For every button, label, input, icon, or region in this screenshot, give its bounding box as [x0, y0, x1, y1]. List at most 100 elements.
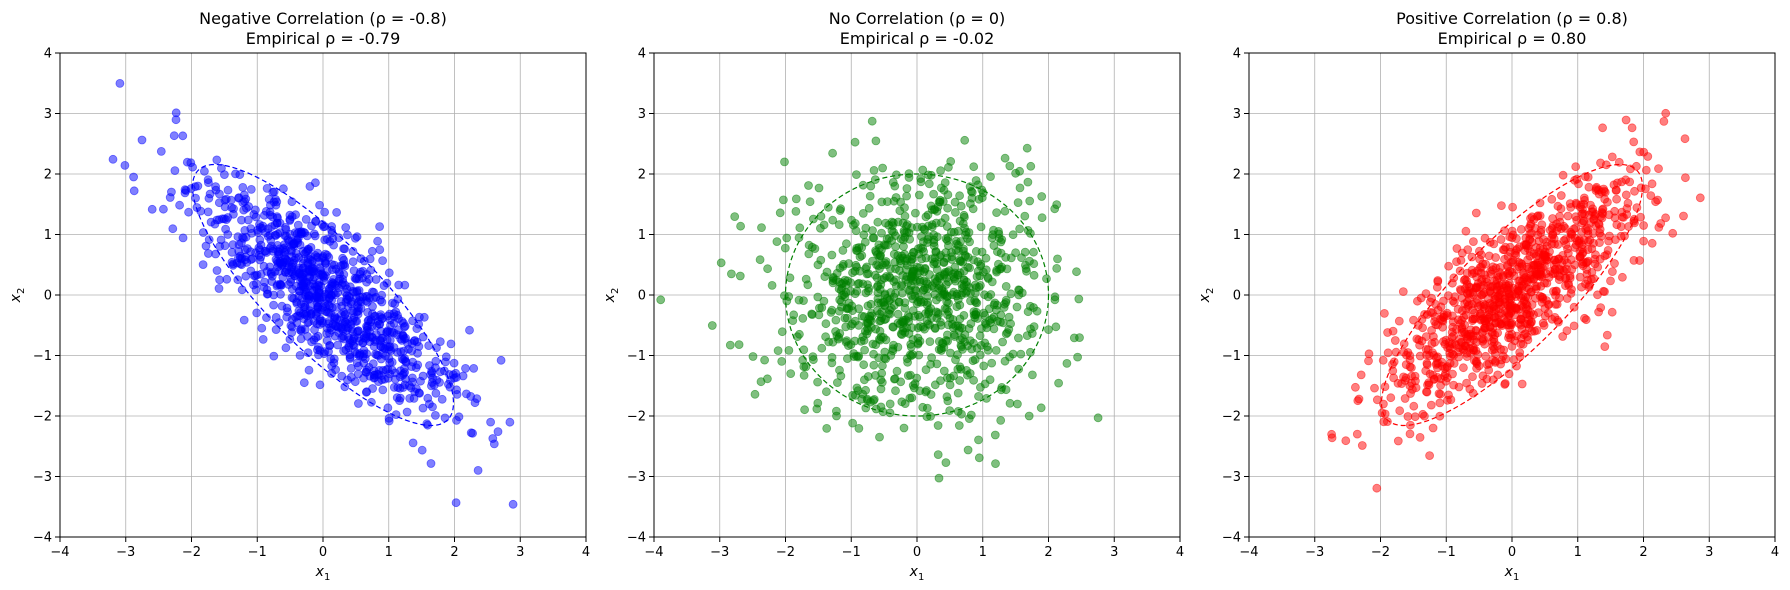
data-point [786, 369, 796, 379]
data-point [359, 358, 369, 368]
data-point [868, 339, 878, 349]
data-point [885, 408, 895, 418]
data-point [844, 304, 853, 314]
y-tick-label: −2 [33, 410, 52, 425]
data-point [868, 233, 878, 243]
data-point [1005, 352, 1014, 362]
data-point [296, 334, 306, 344]
data-point [893, 309, 903, 319]
data-point [1005, 398, 1015, 408]
data-point [1420, 309, 1429, 319]
data-point [748, 352, 758, 361]
data-point [1630, 186, 1639, 196]
data-point [308, 279, 318, 289]
data-point [1400, 394, 1410, 403]
data-point [919, 267, 929, 277]
data-point [440, 413, 450, 423]
data-point [1390, 336, 1400, 345]
data-point [317, 305, 326, 315]
data-point [780, 291, 789, 301]
data-point [280, 253, 290, 263]
data-point [1581, 315, 1591, 325]
data-point [1617, 207, 1627, 217]
data-point [725, 340, 735, 350]
data-point [473, 465, 483, 475]
data-point [903, 357, 912, 367]
data-point [831, 327, 840, 336]
data-point [875, 432, 884, 442]
data-point [832, 268, 842, 278]
data-point [1448, 349, 1457, 359]
data-point [258, 334, 268, 344]
data-point [777, 356, 787, 366]
data-point [251, 212, 261, 222]
data-point [896, 234, 906, 244]
data-point [1540, 247, 1550, 257]
data-point [389, 343, 399, 352]
data-point [1610, 259, 1619, 268]
data-point [325, 236, 335, 246]
data-point [486, 417, 496, 427]
data-point [1448, 322, 1458, 332]
x-tick-label: 4 [1771, 545, 1779, 560]
data-point [750, 389, 760, 399]
data-point [1547, 239, 1557, 249]
data-point [1032, 306, 1042, 316]
data-point [926, 411, 935, 421]
data-point [954, 421, 964, 430]
data-point [987, 358, 997, 368]
data-point [857, 394, 867, 404]
data-point [842, 239, 851, 249]
data-point [418, 371, 428, 381]
data-point [834, 220, 844, 230]
data-point [1550, 312, 1560, 322]
data-point [1470, 268, 1479, 278]
data-point [1550, 264, 1560, 274]
data-point [982, 323, 992, 333]
data-point [1477, 290, 1487, 300]
data-point [441, 352, 451, 362]
data-point [817, 343, 827, 353]
x-tick-label: 2 [450, 545, 458, 560]
data-point [1611, 235, 1620, 245]
data-point [996, 415, 1006, 425]
data-point [370, 311, 380, 321]
data-point [992, 208, 1001, 218]
data-point [311, 311, 321, 321]
data-point [841, 322, 851, 332]
data-point [1533, 211, 1543, 221]
data-point [452, 385, 462, 395]
data-point [1472, 359, 1482, 369]
data-point [1577, 282, 1586, 292]
data-point [259, 261, 269, 271]
data-point [362, 387, 372, 397]
data-point [398, 331, 408, 341]
data-point [384, 268, 394, 278]
data-point [1388, 366, 1398, 376]
data-point [974, 194, 984, 204]
data-point [934, 473, 944, 483]
data-point [874, 353, 883, 363]
data-point [946, 227, 956, 237]
data-point [408, 438, 418, 448]
data-point [341, 223, 351, 232]
data-point [860, 326, 870, 336]
y-tick-label: 4 [638, 47, 646, 62]
data-point [984, 304, 994, 314]
data-point [804, 249, 814, 259]
data-point [1471, 208, 1481, 218]
data-point [966, 199, 975, 209]
data-point [226, 195, 236, 205]
data-point [431, 388, 441, 398]
data-point [430, 363, 440, 373]
data-point [1639, 147, 1649, 157]
data-point [793, 332, 802, 342]
data-point [324, 286, 334, 296]
data-point [1014, 364, 1024, 374]
data-point [736, 221, 745, 231]
y-tick-label: 4 [1233, 47, 1241, 62]
data-point [376, 326, 386, 336]
data-point [147, 204, 157, 214]
data-point [1553, 201, 1563, 211]
